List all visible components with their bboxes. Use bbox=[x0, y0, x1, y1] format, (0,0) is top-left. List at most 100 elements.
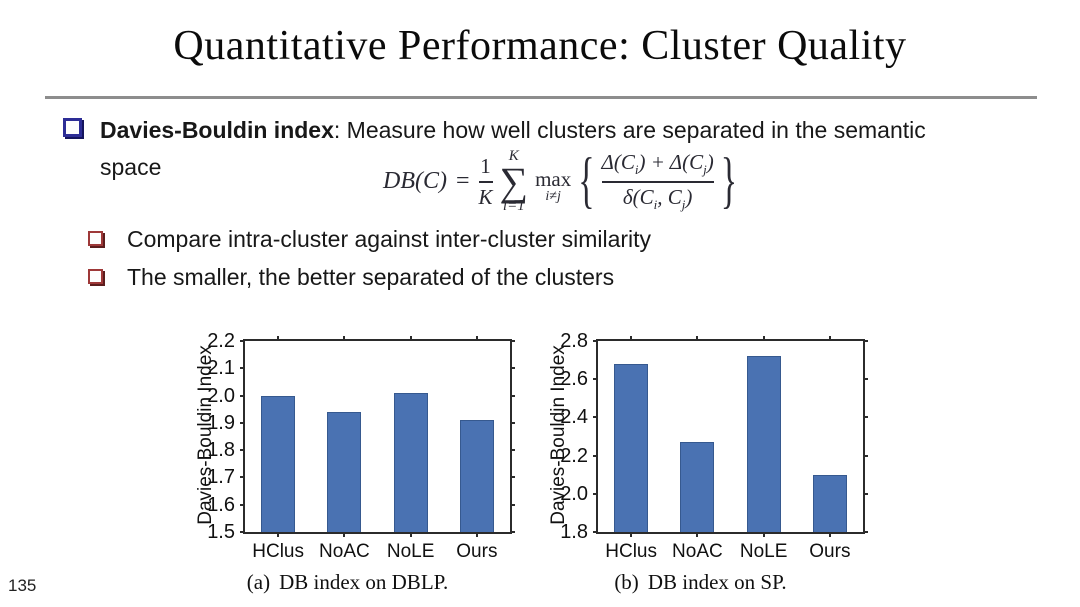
chart-caption-b: (b) DB index on SP. bbox=[568, 570, 833, 595]
formula-max-operator: max i≠j bbox=[535, 169, 571, 204]
y-tick-label: 2.1 bbox=[207, 357, 235, 380]
y-tick-label: 2.4 bbox=[560, 406, 588, 429]
x-tick-mark bbox=[277, 532, 280, 537]
y-tick-label: 2.6 bbox=[560, 368, 588, 391]
y-tick-mark bbox=[863, 416, 868, 419]
x-tick-label: NoAC bbox=[672, 541, 723, 562]
chart-db-dblp: Davies-Bouldin Index 1.5 1.6 1.7 1.8 1.9 2.0 2… bbox=[185, 324, 515, 607]
x-tick-mark bbox=[696, 532, 699, 537]
x-tick-label: HClus bbox=[605, 541, 657, 562]
x-tick-mark bbox=[762, 336, 765, 341]
y-tick-label: 2.2 bbox=[560, 444, 588, 467]
y-tick-mark bbox=[593, 492, 598, 495]
y-tick-label: 2.2 bbox=[207, 330, 235, 352]
x-tick-mark bbox=[828, 336, 831, 341]
y-tick-mark bbox=[510, 421, 515, 424]
fraction-bar bbox=[478, 180, 493, 183]
title-divider bbox=[45, 96, 1037, 99]
formula-lhs: DB(C) bbox=[383, 168, 447, 194]
formula-sum: K ∑ i=1 bbox=[500, 148, 529, 214]
x-tick-mark bbox=[828, 532, 831, 537]
x-tick-mark bbox=[343, 336, 346, 341]
bar-nole bbox=[746, 356, 781, 532]
y-tick-mark bbox=[240, 531, 245, 533]
x-tick-mark bbox=[409, 336, 412, 341]
x-tick-mark bbox=[475, 336, 478, 341]
y-tick-mark bbox=[240, 476, 245, 479]
y-tick-label: 1.7 bbox=[207, 466, 235, 489]
x-tick-mark bbox=[277, 336, 280, 341]
caption-prefix: (a) bbox=[246, 570, 271, 594]
y-tick-label: 1.9 bbox=[207, 411, 235, 434]
y-tick-mark bbox=[593, 531, 598, 533]
bar-hclus bbox=[614, 363, 649, 532]
y-tick-mark bbox=[240, 503, 245, 506]
x-tick-mark bbox=[343, 532, 346, 537]
bullet-main: Davies-Bouldin index: Measure how well c… bbox=[100, 112, 1000, 186]
y-tick-label: 1.8 bbox=[207, 439, 235, 462]
y-tick-label: 1.6 bbox=[207, 493, 235, 516]
y-tick-mark bbox=[240, 449, 245, 452]
y-tick-mark bbox=[510, 394, 515, 397]
y-tick-label: 1.8 bbox=[560, 521, 588, 543]
x-tick-mark bbox=[696, 336, 699, 341]
x-tick-mark bbox=[409, 532, 412, 537]
slide-title: Quantitative Performance: Cluster Qualit… bbox=[173, 23, 907, 69]
max-label: max bbox=[535, 167, 572, 191]
sub-bullet-1: Compare intra-cluster against inter-clus… bbox=[127, 226, 652, 252]
plot-area: 1.8 2.0 2.2 2.4 2.6 2.8 HClus NoAC NoLE Ours bbox=[560, 331, 868, 562]
y-tick-mark bbox=[510, 449, 515, 452]
y-tick-label: 2.0 bbox=[207, 384, 235, 407]
x-tick-mark bbox=[630, 336, 633, 341]
frac-den: K bbox=[478, 184, 493, 209]
y-tick-mark bbox=[863, 492, 868, 495]
y-tick-mark bbox=[863, 454, 868, 457]
y-tick-mark bbox=[240, 367, 245, 370]
caption-text: DB index on DBLP. bbox=[279, 570, 449, 594]
y-tick-mark bbox=[593, 454, 598, 457]
bullet-main-rest: : Measure how well clusters are separate… bbox=[333, 117, 926, 143]
right-brace: } bbox=[720, 146, 738, 215]
x-tick-label: NoLE bbox=[739, 541, 788, 562]
bar-ours bbox=[459, 420, 494, 532]
y-tick-mark bbox=[863, 531, 868, 533]
bar-noac bbox=[327, 411, 362, 532]
x-tick-mark bbox=[762, 532, 765, 537]
bullet-square-icon bbox=[63, 118, 82, 137]
sub-bullet-square-icon bbox=[88, 231, 103, 246]
fraction-bar bbox=[601, 180, 714, 183]
y-tick-mark bbox=[593, 378, 598, 381]
x-tick-mark bbox=[630, 532, 633, 537]
caption-prefix: (b) bbox=[614, 570, 639, 594]
y-tick-mark bbox=[510, 476, 515, 479]
y-tick-mark bbox=[593, 416, 598, 419]
sum-upper-limit: K bbox=[508, 148, 519, 164]
y-tick-mark bbox=[240, 421, 245, 424]
x-tick-label: Ours bbox=[456, 541, 498, 562]
x-tick-label: HClus bbox=[252, 541, 304, 562]
formula-inner-fraction: Δ(Ci) + Δ(Cj) δ(Ci, Cj) bbox=[601, 150, 714, 212]
y-tick-mark bbox=[593, 340, 598, 342]
bullet-main-bold: Davies-Bouldin index bbox=[100, 117, 334, 143]
plot-area: 1.5 1.6 1.7 1.8 1.9 2.0 2.1 2.2 HClus NoAC NoLE Our… bbox=[207, 331, 515, 562]
x-tick-mark bbox=[475, 532, 478, 537]
y-tick-mark bbox=[510, 367, 515, 370]
x-tick-label: NoAC bbox=[319, 541, 370, 562]
x-tick-label: Ours bbox=[809, 541, 851, 562]
bar-nole bbox=[393, 392, 428, 532]
inner-numerator: Δ(Ci) + Δ(Cj) bbox=[601, 150, 714, 178]
bar-noac bbox=[680, 442, 715, 532]
y-tick-label: 1.5 bbox=[207, 521, 235, 543]
sum-lower-limit: i=1 bbox=[502, 197, 525, 214]
y-tick-mark bbox=[863, 340, 868, 342]
chart-db-sp: Davies-Bouldin Index 1.8 2.0 2.2 2.4 2.6 2.8 H… bbox=[538, 324, 868, 607]
y-tick-mark bbox=[510, 340, 515, 342]
x-tick-label: NoLE bbox=[386, 541, 435, 562]
y-tick-label: 2.0 bbox=[560, 482, 588, 505]
bar-ours bbox=[812, 474, 847, 532]
formula-equals: = bbox=[455, 168, 470, 194]
y-tick-mark bbox=[510, 531, 515, 533]
frac-num: 1 bbox=[480, 154, 491, 179]
y-tick-mark bbox=[240, 340, 245, 342]
